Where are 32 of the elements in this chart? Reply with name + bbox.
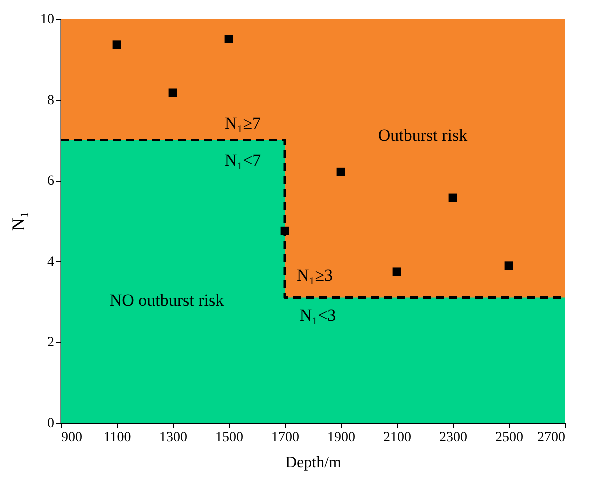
annotation: N₁≥7 (224, 114, 262, 133)
x-axis-title: Depth/m (286, 454, 342, 472)
annotation: N₁<3 (300, 306, 336, 325)
x-tick-label: 1900 (328, 430, 356, 446)
annotation: N₁≥3 (296, 266, 334, 285)
annotation: Outburst risk (378, 126, 468, 145)
x-tick-label: 1500 (216, 430, 244, 446)
x-tick-label: 2500 (496, 430, 524, 446)
x-tick-label: 1700 (272, 430, 300, 446)
x-tick-label: 2100 (384, 430, 412, 446)
x-tick-label: 1300 (160, 430, 188, 446)
y-tick-label: 2 (48, 336, 54, 351)
annotation: N₁<7 (224, 151, 262, 170)
point (112, 40, 122, 50)
y-tick-label: 6 (48, 174, 54, 190)
point (168, 88, 178, 98)
point (336, 168, 346, 176)
y-tick-label: 10 (40, 12, 54, 28)
x-tick-label: 2700 (538, 430, 566, 446)
y-axis-title: N₁ (8, 212, 28, 232)
point (224, 35, 234, 44)
point (392, 268, 402, 276)
annotation: NO outburst risk (110, 291, 225, 310)
point (504, 262, 514, 270)
point (280, 226, 290, 236)
y-tick-label: 8 (48, 93, 54, 108)
x-tick-label: 2300 (440, 430, 468, 446)
y-tick-label: 4 (48, 254, 54, 270)
point (448, 194, 458, 202)
x-tick-label: 900 (62, 430, 82, 446)
x-tick-label: 1100 (104, 430, 132, 446)
y-tick-label: 0 (48, 416, 54, 432)
